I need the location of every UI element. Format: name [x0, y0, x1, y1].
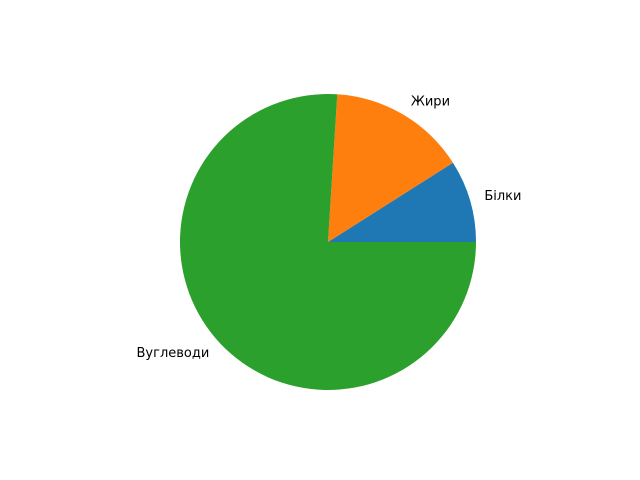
pie-slice-label-1: Білки	[484, 189, 521, 204]
pie-slice-3	[180, 94, 477, 390]
pie-slice-label-3: Вуглеводи	[137, 346, 210, 361]
pie-slice-2	[328, 94, 453, 242]
pie-slice-1	[328, 162, 476, 242]
pie-slice-label-2: Жири	[411, 94, 450, 109]
pie-slices	[180, 94, 477, 390]
pie-labels: Білки Жири Вуглеводи	[137, 94, 522, 361]
